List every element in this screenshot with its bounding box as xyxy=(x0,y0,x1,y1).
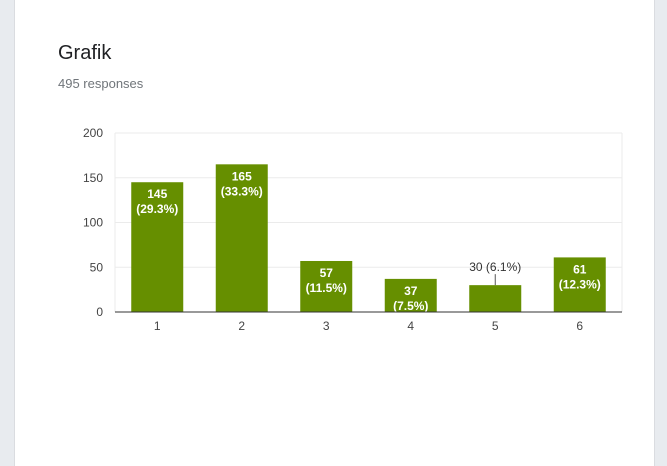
chart-title: Grafik xyxy=(58,42,112,64)
x-tick-label: 1 xyxy=(154,319,161,333)
bar xyxy=(215,164,268,312)
y-tick-label: 50 xyxy=(90,260,104,274)
bar xyxy=(469,285,522,312)
x-tick-label: 6 xyxy=(576,319,583,333)
x-tick-label: 5 xyxy=(492,319,499,333)
y-tick-label: 200 xyxy=(83,126,103,140)
x-tick-label: 4 xyxy=(407,319,414,333)
y-tick-label: 100 xyxy=(83,216,103,230)
bar xyxy=(553,257,606,312)
x-tick-label: 2 xyxy=(238,319,245,333)
data-label: 30 (6.1%) xyxy=(469,260,521,274)
bar xyxy=(300,260,353,312)
data-label: 61 (12.3%) xyxy=(559,262,601,291)
bar xyxy=(384,278,437,312)
chart-card: Grafik 495 responses xyxy=(14,0,655,466)
data-label: 57 (11.5%) xyxy=(306,266,347,295)
response-count: 495 responses xyxy=(58,76,144,91)
y-tick-label: 150 xyxy=(83,171,103,185)
data-label: 165 (33.3%) xyxy=(221,169,263,198)
data-label: 37 (7.5%) xyxy=(393,284,428,313)
y-tick-label: 0 xyxy=(96,305,103,319)
data-label: 145 (29.3%) xyxy=(136,187,178,216)
x-tick-label: 3 xyxy=(323,319,330,333)
bar xyxy=(131,182,184,312)
